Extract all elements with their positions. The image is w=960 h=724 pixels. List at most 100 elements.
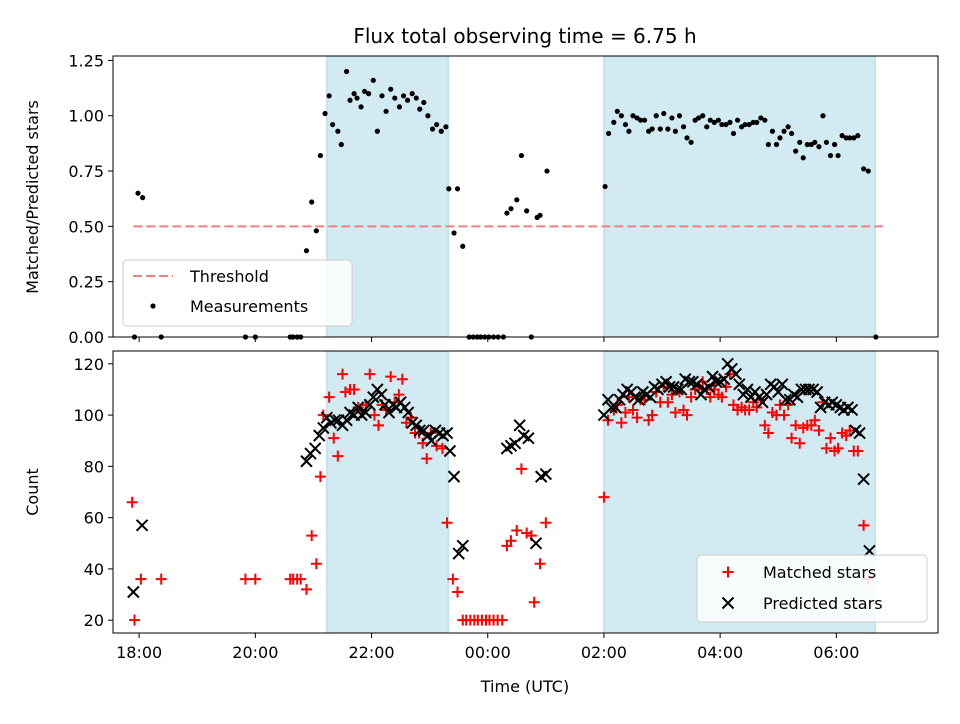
matched-point [328, 432, 340, 444]
matched-point [336, 368, 348, 380]
predicted-point [135, 519, 149, 532]
measurement-point [800, 155, 806, 161]
predicted-point [779, 393, 792, 406]
measurement-point [413, 95, 419, 101]
measurement-point [537, 212, 543, 218]
x-tick-label: 18:00 [116, 643, 162, 662]
legend-predicted-swatch [721, 596, 735, 610]
predicted-point [845, 403, 859, 417]
predicted-point [853, 426, 866, 440]
predicted-point [456, 539, 469, 553]
matched-point [373, 419, 385, 431]
bottom-y-tick-label: 120 [73, 355, 104, 374]
x-tick-label: 22:00 [348, 643, 394, 662]
measurement-point [754, 119, 760, 125]
measurement-point [618, 113, 624, 119]
measurement-point [707, 117, 713, 123]
measurement-point [354, 95, 360, 101]
matched-point [852, 445, 864, 457]
bottom-y-tick-label: 80 [84, 457, 104, 476]
measurement-point [680, 124, 687, 130]
matched-point [300, 583, 312, 595]
measurement-point [855, 133, 861, 139]
measurement-point [765, 141, 771, 148]
matched-point [615, 417, 627, 429]
matched-point [631, 412, 643, 424]
measurement-point [847, 135, 853, 141]
top-y-tick-label: 0.50 [68, 217, 104, 236]
predicted-point [513, 419, 526, 432]
matched-point [598, 491, 610, 503]
predicted-point [317, 421, 330, 435]
predicted-point [776, 378, 789, 391]
legend-predicted-label: Predicted stars [763, 594, 883, 613]
predicted-point [539, 467, 553, 481]
measurement-point [688, 139, 694, 145]
predicted-point [702, 380, 715, 394]
matched-point [646, 409, 658, 421]
matched-point [681, 409, 693, 421]
predicted-point [741, 383, 754, 396]
measurement-point [861, 166, 867, 172]
measurement-point [742, 121, 748, 128]
top-y-tick-label: 0.75 [68, 162, 104, 181]
measurement-point [665, 126, 671, 132]
predicted-point [382, 406, 396, 419]
matched-point [306, 530, 318, 542]
predicted-point [401, 406, 415, 419]
matched-point [348, 383, 360, 395]
measurement-point [793, 148, 799, 154]
measurement-point [785, 124, 791, 130]
measurement-point [696, 115, 702, 121]
measurement-point [454, 186, 461, 192]
measurement-point [361, 88, 368, 95]
top-panel-ylabel: Matched/Predicted stars [23, 100, 42, 294]
x-tick-label: 20:00 [232, 643, 278, 662]
bottom-y-tick-label: 40 [84, 560, 104, 579]
measurement-point [777, 135, 783, 141]
measurement-point [827, 152, 834, 159]
predicted-point [733, 378, 746, 391]
matched-point [858, 519, 870, 531]
shaded-interval-top-1 [603, 55, 876, 338]
predicted-point [447, 470, 461, 483]
measurement-point [438, 128, 444, 134]
matched-point [421, 453, 433, 465]
measurement-point [642, 117, 648, 123]
matched-point [540, 517, 552, 529]
measurement-point [313, 228, 319, 234]
measurement-point [347, 97, 353, 103]
measurement-point [746, 121, 752, 128]
predicted-point [363, 398, 377, 412]
measurement-point [338, 141, 344, 148]
measurement-point [317, 152, 324, 159]
measurement-point [460, 243, 466, 249]
bottom-legend: Matched stars Predicted stars [696, 554, 928, 623]
measurement-point [657, 126, 663, 132]
measurement-point [704, 124, 710, 130]
measurement-point [358, 104, 364, 110]
measurement-point [637, 117, 644, 123]
legend-threshold-label: Threshold [189, 267, 269, 286]
measurement-point [630, 113, 636, 119]
matched-point [832, 442, 844, 454]
measurement-point [773, 141, 780, 148]
matched-point [515, 463, 527, 475]
predicted-point [300, 455, 313, 468]
x-axis-label: Time (UTC) [480, 677, 569, 696]
measurement-point [446, 186, 452, 192]
matched-point [662, 396, 674, 408]
matched-point [314, 471, 326, 483]
matched-point [452, 586, 464, 598]
measurement-point [684, 135, 690, 141]
measurement-point [374, 128, 380, 134]
measurement-point [661, 110, 667, 117]
matched-point [393, 389, 405, 401]
predicted-point [690, 378, 704, 391]
measurement-point [611, 119, 617, 125]
measurement-point [820, 113, 826, 119]
matched-point [396, 373, 408, 385]
chart-title: Flux total observing time = 6.75 h [353, 24, 696, 48]
measurement-point [626, 128, 632, 134]
measurement-point [762, 117, 768, 123]
